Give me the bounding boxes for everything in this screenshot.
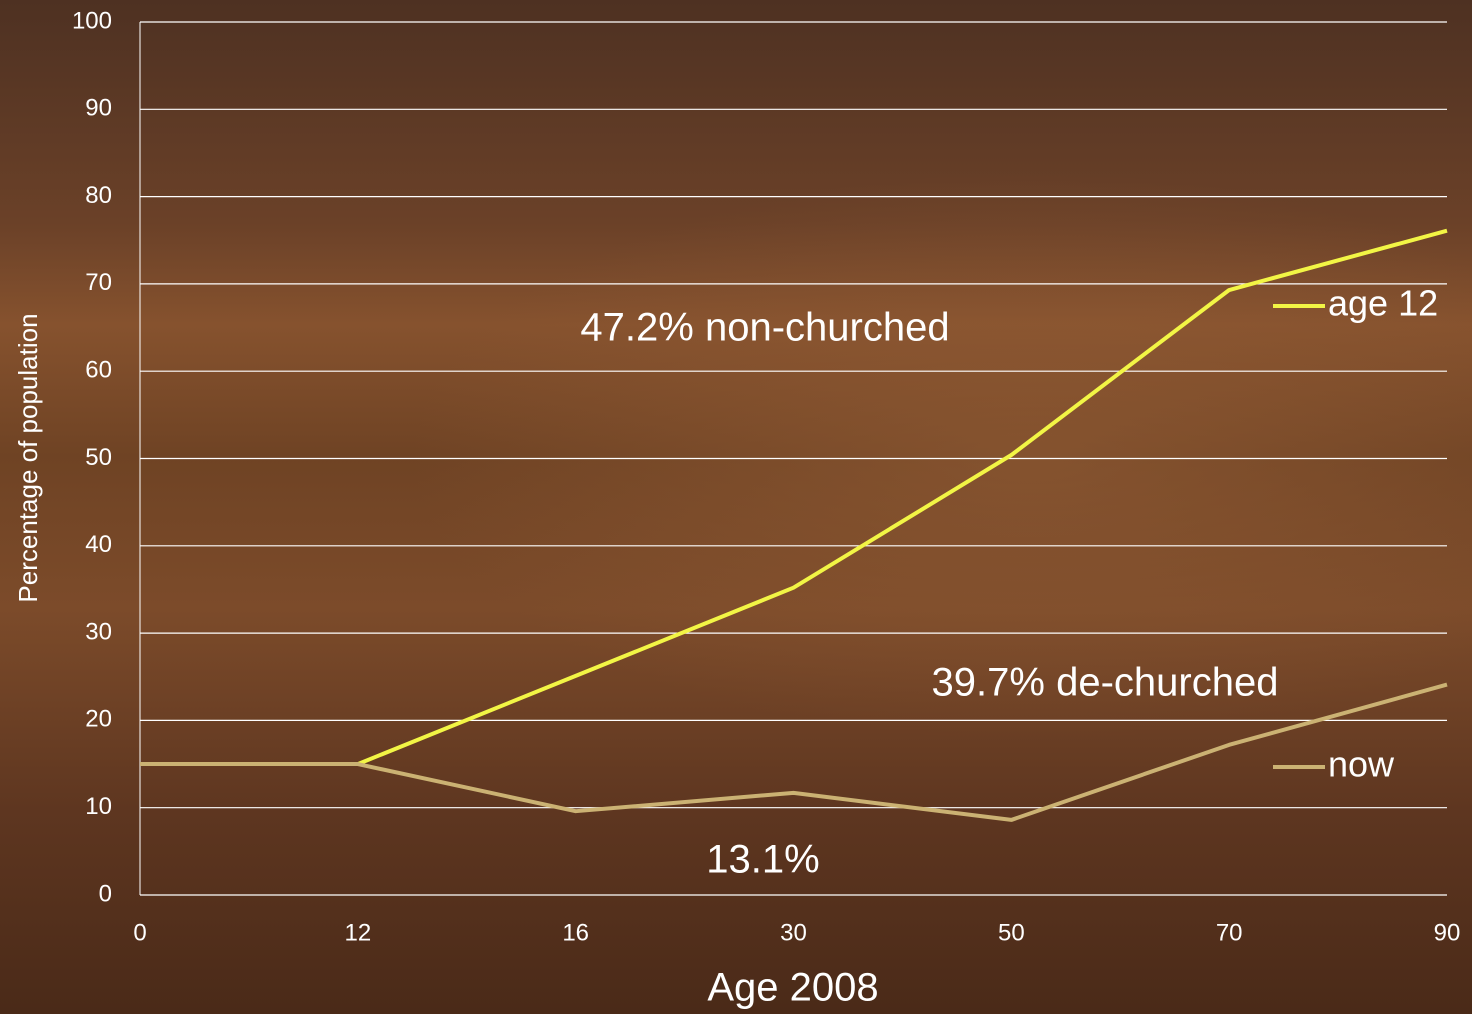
x-tick-label: 30 [780,919,807,946]
x-tick-label: 12 [344,919,371,946]
annotation: 13.1% [706,838,819,882]
x-tick-label: 0 [133,919,146,946]
y-tick-label: 60 [85,357,112,384]
x-tick-label: 16 [562,919,589,946]
y-tick-label: 20 [85,706,112,733]
y-tick-label: 90 [85,95,112,122]
x-tick-label: 50 [998,919,1025,946]
y-tick-label: 10 [85,793,112,820]
y-tick-label: 30 [85,618,112,645]
x-axis-label: Age 2008 [707,966,878,1010]
legend-label: now [1328,744,1395,785]
y-tick-label: 80 [85,182,112,209]
x-tick-label: 70 [1216,919,1243,946]
annotation: 39.7% de-churched [932,661,1279,705]
legend-label: age 12 [1328,283,1438,324]
y-tick-label: 50 [85,444,112,471]
annotation: 47.2% non-churched [580,306,949,350]
x-tick-label: 90 [1434,919,1461,946]
y-tick-label: 40 [85,531,112,558]
y-tick-label: 100 [72,7,112,34]
y-tick-label: 0 [99,880,112,907]
y-axis-label: Percentage of population [13,313,43,602]
y-tick-label: 70 [85,269,112,296]
line-series [140,682,1448,822]
